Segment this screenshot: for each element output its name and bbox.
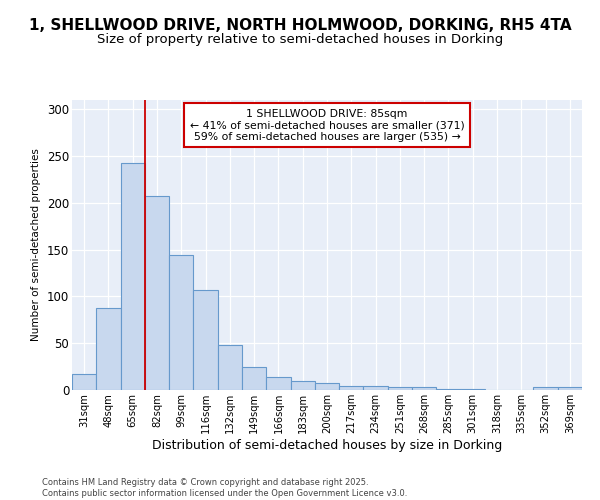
Bar bbox=[169, 256, 193, 390]
Bar bbox=[218, 345, 242, 390]
Bar bbox=[558, 387, 582, 390]
Bar bbox=[96, 308, 121, 390]
Bar bbox=[339, 386, 364, 390]
Text: 1, SHELLWOOD DRIVE, NORTH HOLMWOOD, DORKING, RH5 4TA: 1, SHELLWOOD DRIVE, NORTH HOLMWOOD, DORK… bbox=[29, 18, 571, 32]
Bar bbox=[145, 196, 169, 390]
Bar bbox=[315, 382, 339, 390]
Bar bbox=[290, 380, 315, 390]
Bar bbox=[461, 389, 485, 390]
Text: Contains HM Land Registry data © Crown copyright and database right 2025.
Contai: Contains HM Land Registry data © Crown c… bbox=[42, 478, 407, 498]
Bar bbox=[242, 366, 266, 390]
Text: 1 SHELLWOOD DRIVE: 85sqm
← 41% of semi-detached houses are smaller (371)
59% of : 1 SHELLWOOD DRIVE: 85sqm ← 41% of semi-d… bbox=[190, 108, 464, 142]
Bar bbox=[436, 389, 461, 390]
X-axis label: Distribution of semi-detached houses by size in Dorking: Distribution of semi-detached houses by … bbox=[152, 438, 502, 452]
Bar bbox=[412, 387, 436, 390]
Bar bbox=[364, 386, 388, 390]
Bar bbox=[388, 387, 412, 390]
Bar bbox=[193, 290, 218, 390]
Bar bbox=[266, 377, 290, 390]
Bar bbox=[121, 162, 145, 390]
Y-axis label: Number of semi-detached properties: Number of semi-detached properties bbox=[31, 148, 41, 342]
Bar bbox=[533, 387, 558, 390]
Text: Size of property relative to semi-detached houses in Dorking: Size of property relative to semi-detach… bbox=[97, 32, 503, 46]
Bar bbox=[72, 374, 96, 390]
